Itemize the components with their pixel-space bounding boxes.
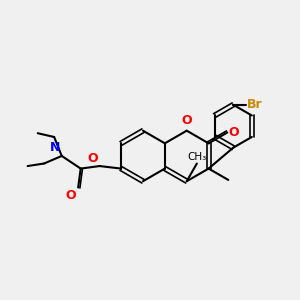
Text: N: N (50, 142, 60, 154)
Text: O: O (229, 126, 239, 139)
Text: O: O (88, 152, 98, 165)
Text: O: O (65, 189, 76, 202)
Text: CH₃: CH₃ (187, 152, 206, 162)
Text: O: O (182, 114, 192, 127)
Text: Br: Br (247, 98, 263, 111)
